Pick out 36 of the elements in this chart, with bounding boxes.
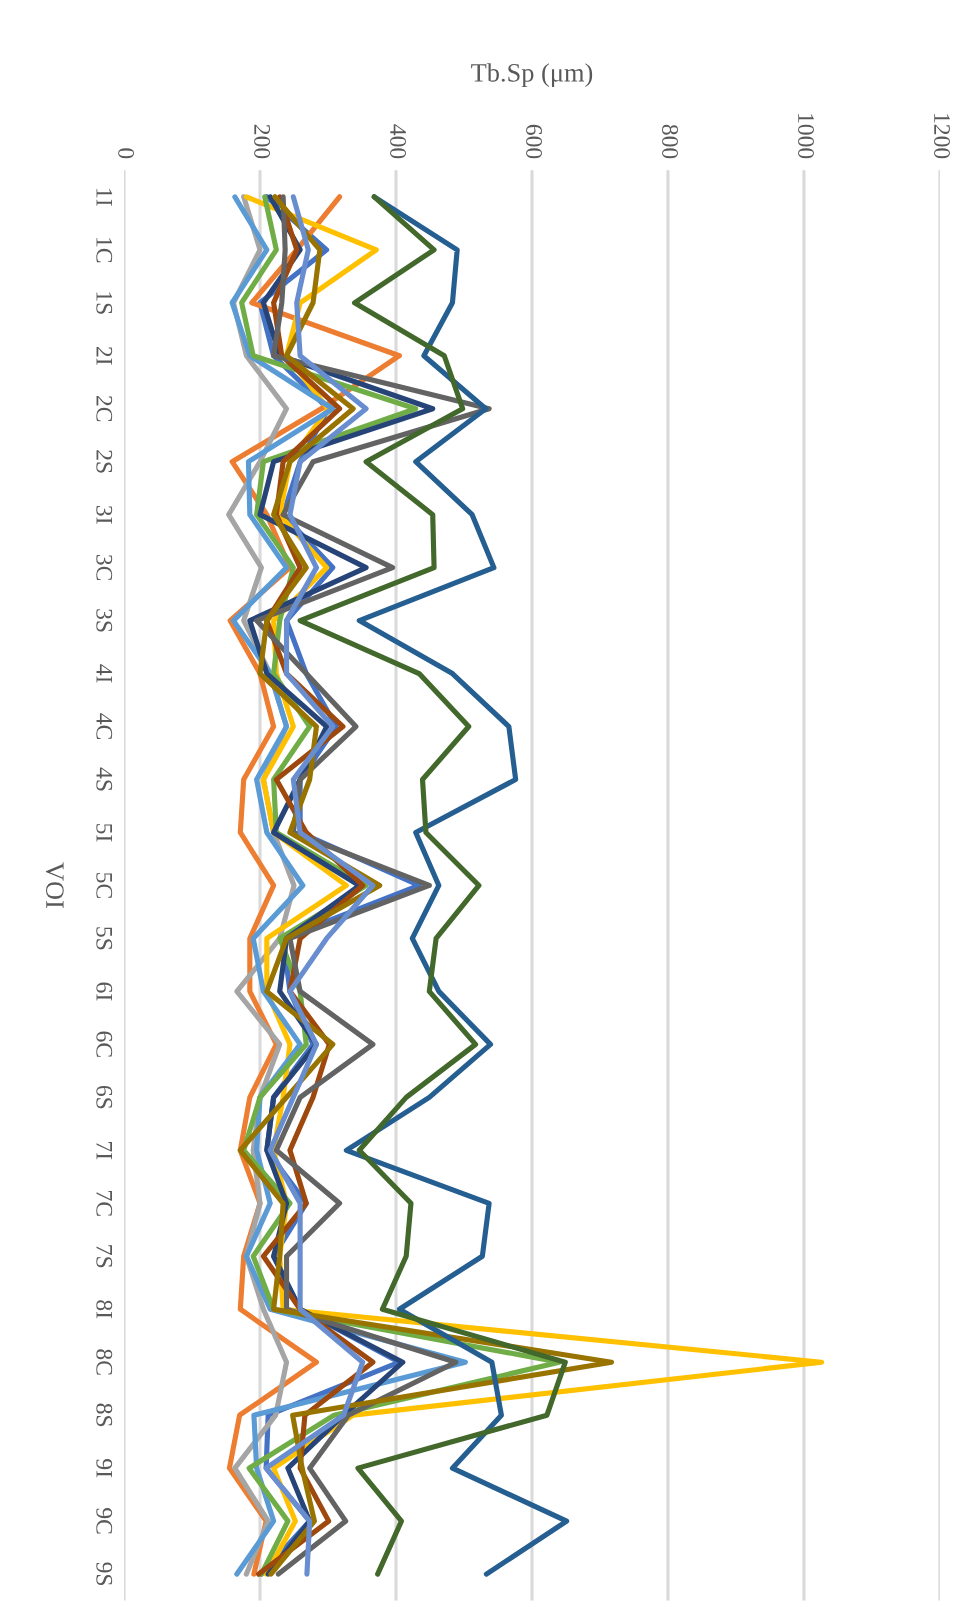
y-tick-label: 5I [96, 824, 112, 842]
y-tick-label: 1S [96, 292, 113, 314]
y-tick-label: 8S [96, 1403, 113, 1427]
y-tick-label: 4I [96, 664, 113, 683]
y-tick-label: 9S [96, 1562, 113, 1586]
x-tick-label: 1000 [798, 114, 814, 159]
y-tick-label: 1I [96, 189, 113, 206]
y-tick-label: 7I [96, 1142, 112, 1160]
y-tick-label: 5C [96, 873, 113, 898]
y-tick-label: 9I [96, 1459, 113, 1478]
x-tick-label: 800 [662, 124, 678, 159]
y-tick-label: 7C [96, 1191, 113, 1216]
y-tick-label: 8C [96, 1349, 113, 1375]
x-tick-label: 400 [390, 124, 407, 159]
y-tick-label: 2S [96, 450, 113, 473]
y-tick-label: 2C [96, 395, 113, 422]
y-tick-label: 4S [96, 767, 113, 791]
x-tick-label: 0 [118, 148, 135, 159]
y-tick-label: 6S [96, 1085, 113, 1109]
y-tick-label: 8I [96, 1300, 113, 1319]
y-tick-label: 7S [96, 1245, 113, 1268]
y-tick-label: 3C [96, 554, 113, 581]
y-axis-title: VOI [45, 862, 64, 908]
y-tick-label: 1C [96, 238, 113, 263]
y-tick-label: 3I [96, 505, 113, 524]
x-axis-title: Tb.Sp (μm) [471, 63, 593, 88]
x-tick-label: 200 [254, 124, 271, 159]
x-tick-label: 600 [526, 124, 542, 159]
y-tick-label: 3S [96, 609, 113, 632]
y-tick-label: 6I [96, 982, 113, 1001]
y-tick-label: 4C [96, 713, 113, 740]
y-tick-label: 9C [96, 1508, 113, 1534]
y-tick-label: 6C [96, 1031, 113, 1057]
y-tick-label: 5S [96, 927, 113, 950]
x-tick-label: 1200 [934, 114, 950, 159]
y-tick-label: 2I [96, 346, 113, 365]
